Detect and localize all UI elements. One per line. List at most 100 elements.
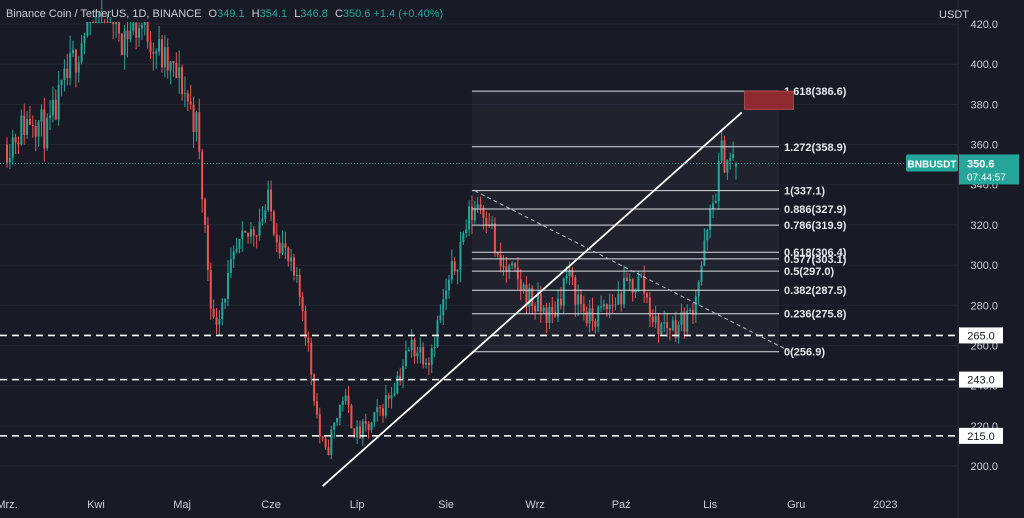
candle [333, 422, 336, 439]
candle [516, 257, 519, 290]
candle [640, 272, 643, 279]
candle-body [608, 304, 611, 310]
candle-body [396, 375, 399, 394]
candle-body [462, 233, 465, 243]
candle-body [637, 276, 640, 291]
candle-body [103, 22, 106, 24]
candle-body [585, 311, 588, 324]
fib-level-label: 0.5(297.0) [784, 266, 834, 278]
candle [97, 11, 100, 24]
candle [46, 113, 49, 151]
candle-body [74, 49, 77, 73]
price-tag [959, 154, 1019, 185]
level-tag-label: 215.0 [967, 431, 995, 443]
level-tag-label: 265.0 [967, 330, 995, 342]
candle-body [723, 140, 726, 173]
candle-body [192, 104, 195, 133]
candle-body [528, 287, 531, 307]
candle-body [600, 306, 603, 308]
candle [513, 261, 516, 272]
candle-body [186, 93, 189, 102]
candle [175, 52, 178, 79]
candle [8, 143, 11, 170]
candle-body [226, 272, 229, 300]
candle [674, 311, 677, 343]
candle-body [49, 115, 52, 119]
candle [43, 97, 46, 162]
candle [232, 245, 235, 268]
candle [605, 303, 608, 317]
candle-body [204, 199, 207, 225]
candle-body [734, 163, 737, 167]
candle [671, 316, 674, 332]
candle-body [284, 243, 287, 248]
candle-body [663, 322, 666, 324]
symbol-tag [906, 154, 958, 172]
candle [74, 48, 77, 88]
level-tag [959, 371, 1003, 388]
fib-level-label: 0.618(306.4) [784, 247, 847, 259]
time-axis[interactable]: Mrz. Kwi Maj Cze Lip Sie Wrz Paź Lis Gru 2023 [0, 499, 897, 511]
candle [298, 268, 301, 306]
candle-body [92, 22, 95, 24]
candle [522, 282, 525, 294]
candle [255, 234, 258, 249]
candle-body [542, 307, 545, 312]
candle-body [379, 407, 382, 409]
candle-body [582, 304, 585, 312]
time-tick-label: Lis [703, 499, 718, 511]
candle-body [605, 304, 608, 310]
candle-body [634, 290, 637, 293]
candle [723, 135, 726, 173]
candle-body [330, 429, 333, 455]
candle [166, 38, 169, 79]
candle-body [344, 395, 347, 401]
candle [135, 22, 138, 50]
candle [63, 59, 66, 92]
candle [215, 307, 218, 334]
candle-body [361, 421, 364, 439]
candle-body [706, 229, 709, 241]
candle [344, 388, 347, 405]
candle-body [341, 400, 344, 405]
candle [224, 297, 227, 310]
candle-body [321, 436, 324, 439]
candle [123, 24, 126, 70]
candle [238, 238, 241, 254]
candle-body [376, 407, 379, 413]
candle-body [298, 274, 301, 297]
candle [430, 344, 433, 374]
candle [677, 321, 680, 344]
candle-body [66, 68, 69, 78]
candle-body [597, 307, 600, 327]
candle-body [8, 157, 11, 163]
candle-body [258, 221, 261, 236]
candle [69, 35, 72, 86]
candle [493, 217, 496, 257]
fib-level-label: 1.618(386.6) [784, 86, 847, 98]
candle-body [267, 189, 270, 211]
candle-body [625, 277, 628, 281]
candle [26, 111, 29, 139]
candle [138, 22, 141, 47]
candle-body [198, 112, 201, 152]
candle [519, 269, 522, 301]
candle [356, 420, 359, 445]
candle [324, 436, 327, 450]
candle-body [353, 428, 356, 438]
candle-body [499, 255, 502, 267]
candle-body [470, 206, 473, 221]
fib-level-label: 0.236(275.8) [784, 309, 847, 321]
candle-body [318, 414, 321, 437]
candle [442, 288, 445, 325]
candle [327, 439, 330, 456]
candle-body [155, 51, 158, 54]
candle-body [264, 210, 267, 219]
candle [732, 141, 735, 161]
candle [34, 119, 37, 152]
candle [267, 180, 270, 213]
candle [189, 84, 192, 110]
candle [468, 200, 471, 237]
candle [663, 310, 666, 333]
